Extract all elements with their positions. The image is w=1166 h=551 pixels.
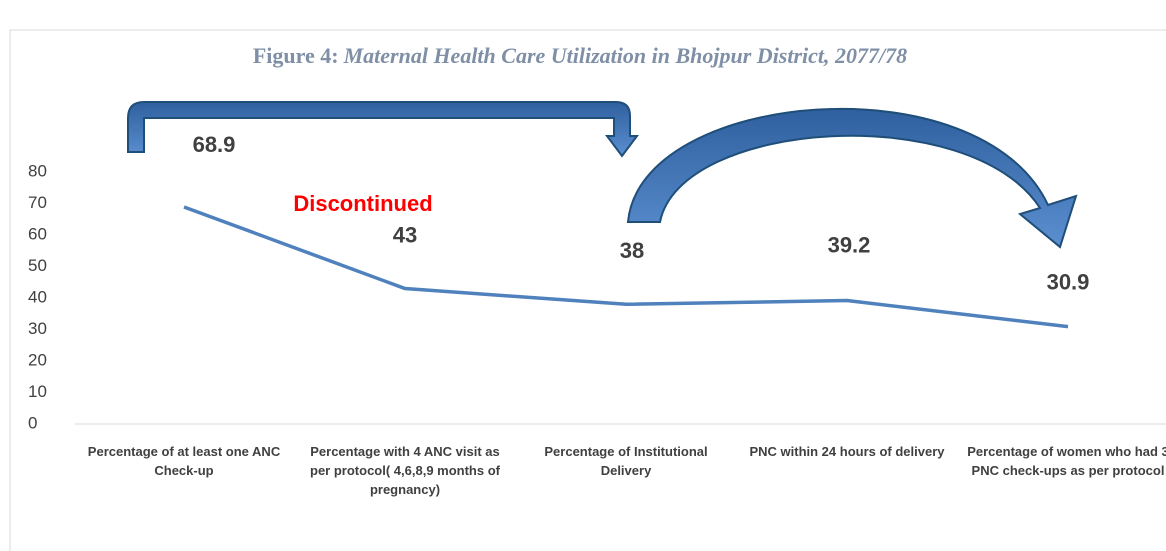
line xyxy=(183,205,1069,329)
data-label: 30.9 xyxy=(1047,269,1090,294)
data-label: 38 xyxy=(620,238,644,263)
x-tick-label: PNC within 24 hours of delivery xyxy=(749,444,945,459)
annotation: Discontinued xyxy=(293,191,432,216)
y-tick-label: 80 xyxy=(28,161,47,180)
x-tick-label: Percentage of Institutional Delivery xyxy=(544,444,708,478)
y-tick-label: 20 xyxy=(28,350,47,369)
chart-title: Figure 4: Maternal Health Care Utilizatio… xyxy=(253,43,907,68)
title-label: Figure 4: xyxy=(253,43,339,68)
title-text: Maternal Health Care Utilization in Bhoj… xyxy=(343,43,908,68)
x-tick-label: Percentage with 4 ANC visit as per proto… xyxy=(310,444,500,497)
data-label: 43 xyxy=(393,222,417,247)
y-tick-label: 30 xyxy=(28,319,47,338)
y-tick-label: 0 xyxy=(28,413,37,432)
y-tick-label: 50 xyxy=(28,256,47,275)
x-tick-label: Percentage of at least one ANC Check-up xyxy=(87,444,281,478)
data-label: 68.9 xyxy=(193,132,236,157)
y-tick-label: 10 xyxy=(28,382,47,401)
x-tick-label: Percentage of women who had 3 PNC check-… xyxy=(967,444,1166,478)
y-tick-label: 40 xyxy=(28,287,47,306)
curved-arrow xyxy=(626,107,1078,249)
y-tick-label: 60 xyxy=(28,224,47,243)
bracket-arrow xyxy=(127,101,639,158)
y-tick-label: 70 xyxy=(28,193,47,212)
chart-frame xyxy=(9,29,1166,551)
data-label: 39.2 xyxy=(828,232,871,257)
